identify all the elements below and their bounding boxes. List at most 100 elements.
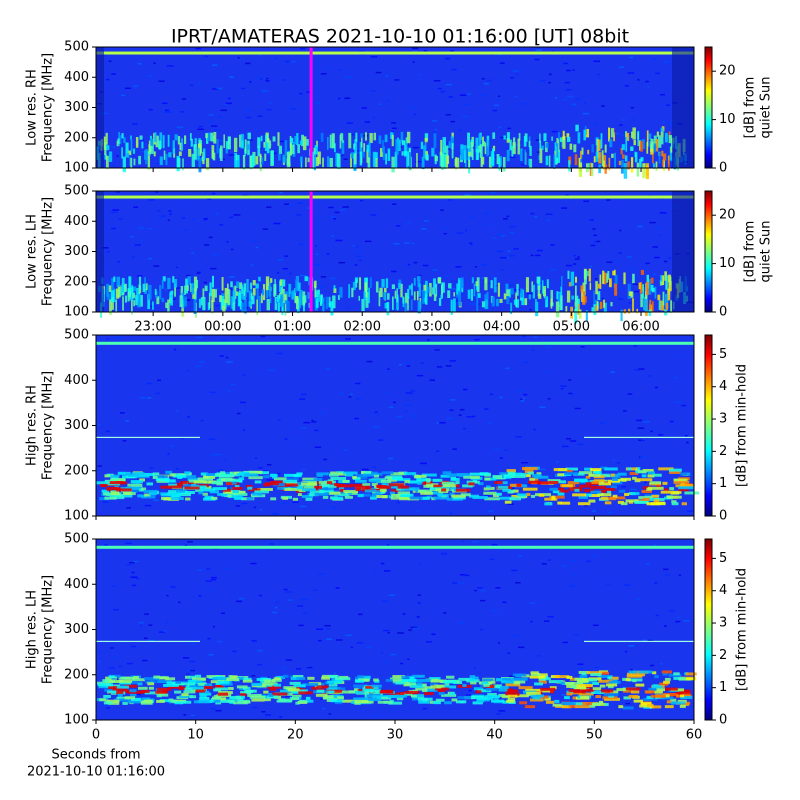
emission: [262, 682, 278, 686]
noise: [282, 667, 287, 670]
emission: [165, 677, 176, 681]
emission: [401, 151, 404, 156]
emission: [560, 137, 564, 142]
emission: [664, 132, 668, 143]
emission: [447, 290, 451, 299]
emission: [364, 282, 367, 298]
emission: [652, 154, 654, 164]
y-tick-label: 400: [64, 577, 89, 592]
emission: [481, 301, 486, 308]
emission: [645, 498, 660, 502]
emission: [579, 674, 588, 678]
noise: [311, 421, 317, 423]
emission: [647, 471, 655, 475]
y-axis-label: High res. RH: [25, 385, 40, 466]
emission: [103, 701, 113, 705]
noise: [508, 675, 516, 678]
emission: [249, 471, 257, 475]
noise: [488, 510, 493, 512]
emission: [309, 493, 319, 497]
noise: [566, 437, 572, 440]
noise: [216, 87, 223, 90]
emission: [555, 495, 565, 499]
emission: [433, 484, 442, 488]
noise: [206, 568, 211, 570]
emission: [546, 279, 549, 289]
noise: [272, 512, 279, 515]
noise: [299, 398, 306, 400]
emission: [384, 134, 388, 143]
noise: [168, 210, 172, 212]
noise: [415, 161, 422, 163]
noise: [183, 714, 187, 716]
emission: [569, 487, 575, 491]
emission: [472, 496, 488, 500]
noise: [509, 232, 515, 234]
emission: [404, 690, 420, 694]
emission: [182, 298, 185, 309]
emission: [304, 276, 308, 282]
emission: [266, 283, 268, 299]
emission: [392, 679, 409, 683]
noise: [618, 252, 622, 254]
noise: [423, 220, 429, 222]
noise: [112, 585, 117, 587]
emission: [507, 698, 516, 702]
emission: [295, 275, 299, 292]
emission: [122, 277, 124, 293]
colorbar-tick-label: 20: [719, 64, 736, 79]
emission: [260, 157, 264, 165]
noise: [385, 100, 391, 102]
noise: [101, 112, 108, 115]
emission: [635, 683, 645, 687]
emission: [603, 299, 605, 308]
emission: [598, 139, 601, 152]
emission: [591, 144, 594, 153]
noise: [358, 259, 362, 262]
emission: [294, 483, 304, 487]
emission: [279, 293, 281, 299]
noise: [509, 487, 515, 489]
emission: [669, 487, 675, 491]
emission: [269, 297, 272, 304]
noise: [628, 645, 635, 647]
emission: [669, 470, 682, 474]
emission: [558, 292, 560, 305]
emission: [552, 490, 563, 494]
emission: [138, 284, 140, 295]
noise: [444, 57, 451, 60]
emission: [369, 133, 373, 144]
emission: [147, 155, 151, 170]
noise: [518, 646, 525, 649]
emission: [375, 490, 382, 494]
noise: [684, 435, 688, 437]
emission: [184, 285, 186, 295]
noise: [400, 662, 404, 665]
noise: [655, 614, 660, 617]
noise: [186, 673, 190, 675]
emission: [348, 132, 352, 149]
noise: [439, 421, 446, 424]
noise: [574, 407, 581, 410]
emission: [510, 288, 514, 295]
emission: [491, 699, 505, 703]
noise: [632, 118, 635, 121]
emission: [467, 132, 471, 149]
emission: [294, 135, 297, 144]
emission: [212, 152, 216, 161]
emission: [482, 678, 494, 682]
emission: [581, 147, 584, 155]
emission: [644, 690, 655, 694]
noise: [664, 61, 670, 64]
emission: [170, 699, 177, 703]
emission: [226, 678, 240, 682]
noise: [246, 109, 252, 111]
noise: [627, 133, 633, 136]
emission: [137, 292, 141, 308]
emission: [388, 692, 399, 696]
emission: [122, 701, 128, 705]
colorbar-label: [dB] from: [743, 77, 758, 139]
emission: [628, 291, 633, 296]
noise: [323, 458, 328, 461]
emission: [606, 683, 618, 687]
